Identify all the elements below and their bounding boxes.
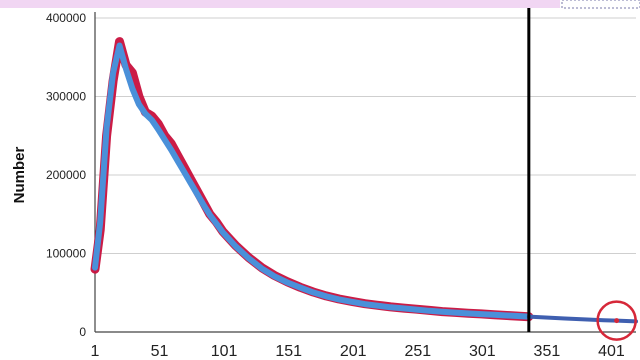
series-projection [526,314,638,324]
x-tick-label: 201 [340,343,367,360]
gridlines [95,17,636,333]
top-banner-box [561,0,640,9]
x-tick-label: 301 [469,343,496,360]
y-axis-title: Number [11,147,28,204]
x-tick-label: 351 [534,343,561,360]
x-tick-label: 101 [211,343,238,360]
y-tick-label: 200000 [46,168,86,182]
series-fitted [92,42,532,320]
highlight-circle [596,300,637,341]
highlight-point [614,318,620,324]
y-tick-label: 400000 [46,11,86,25]
x-tick-label: 151 [275,343,302,360]
series-layer [90,8,638,341]
x-tick-label: 401 [598,343,625,360]
x-tick-label: 51 [151,343,169,360]
x-tick-label: 251 [404,343,431,360]
y-tick-label: 300000 [46,90,86,104]
y-tick-label: 0 [79,325,86,339]
top-banner [0,0,560,8]
y-tick-label: 100000 [46,247,86,261]
axes [94,12,636,333]
x-tick-label: 1 [91,343,100,360]
series-observed [90,37,534,322]
